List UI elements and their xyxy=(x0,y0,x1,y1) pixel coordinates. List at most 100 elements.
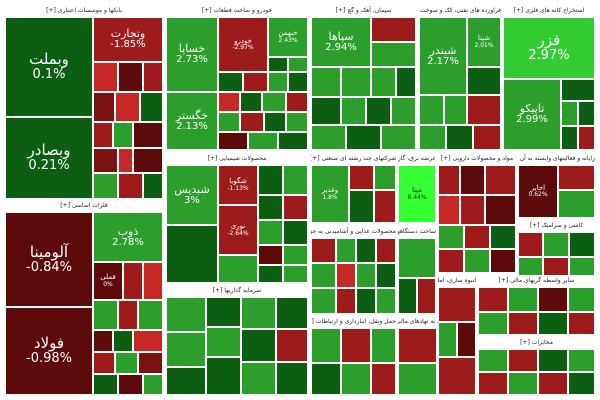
tile-foolad[interactable]: فولاد -0.98% xyxy=(5,307,93,395)
tile-shebandar[interactable]: شبندر 2.17% xyxy=(419,17,467,95)
tile-small[interactable] xyxy=(341,97,366,125)
tile-small[interactable] xyxy=(578,101,595,126)
tile-small[interactable] xyxy=(398,238,436,278)
tile-small[interactable] xyxy=(241,362,276,395)
tile-small[interactable] xyxy=(311,363,341,395)
tile-small[interactable] xyxy=(417,278,436,314)
tile-small[interactable] xyxy=(143,262,163,300)
tile-small[interactable] xyxy=(356,263,376,288)
sector-infra[interactable]: انبوه سازی، املاک و مستغلات [+] xyxy=(438,275,476,395)
tile-small[interactable] xyxy=(264,112,286,132)
tile-small[interactable] xyxy=(206,357,241,395)
tile-small[interactable] xyxy=(341,67,371,97)
tile-small[interactable] xyxy=(143,62,163,92)
tile-small[interactable] xyxy=(438,357,476,395)
tile-small[interactable] xyxy=(133,122,163,148)
tile-small[interactable] xyxy=(143,374,163,395)
tile-small[interactable] xyxy=(349,165,374,190)
tile-small[interactable] xyxy=(478,312,508,335)
tile-small[interactable] xyxy=(438,165,460,195)
tile-small[interactable] xyxy=(396,67,416,97)
tile-small[interactable] xyxy=(93,330,113,352)
tile-small[interactable] xyxy=(288,72,308,92)
tile-small[interactable] xyxy=(569,232,595,257)
tile-small[interactable] xyxy=(311,288,336,314)
tile-akhaber[interactable]: اخابر 0.62% xyxy=(518,165,558,218)
tile-small[interactable] xyxy=(286,112,308,132)
tile-small[interactable] xyxy=(419,95,444,125)
tile-small[interactable] xyxy=(218,255,258,283)
tile-small[interactable] xyxy=(538,312,568,335)
tile-shabdis[interactable]: شبدیس 3% xyxy=(166,165,218,225)
tile-small[interactable] xyxy=(218,92,240,112)
tile-small[interactable] xyxy=(391,97,416,125)
tile-small[interactable] xyxy=(508,312,538,335)
tile-small[interactable] xyxy=(543,232,569,257)
tile-small[interactable] xyxy=(311,97,341,125)
tile-small[interactable] xyxy=(93,374,118,395)
tile-foram[interactable]: فزر 2.97% xyxy=(503,17,595,79)
tile-small[interactable] xyxy=(438,225,464,249)
tile-small[interactable] xyxy=(349,190,374,223)
tile-small[interactable] xyxy=(133,148,163,173)
tile-small[interactable] xyxy=(166,225,218,283)
tile-small[interactable] xyxy=(262,92,286,112)
tile-small[interactable] xyxy=(371,67,396,97)
tile-small[interactable] xyxy=(467,67,501,95)
tile-small[interactable] xyxy=(288,57,308,72)
tile-small[interactable] xyxy=(371,363,396,395)
tile-vpasar[interactable]: وبصادر 0.21% xyxy=(5,117,93,199)
tile-khgostar[interactable]: خگستر 2.13% xyxy=(166,92,218,150)
tile-small[interactable] xyxy=(398,278,417,314)
tile-small[interactable] xyxy=(478,349,508,372)
sector-pharma[interactable]: مواد و محصولات دارویی [+] xyxy=(438,153,516,273)
tile-small[interactable] xyxy=(118,173,143,199)
tile-small[interactable] xyxy=(258,195,283,220)
tile-small[interactable] xyxy=(93,148,118,173)
tile-small[interactable] xyxy=(166,367,206,395)
tile-small[interactable] xyxy=(467,95,501,125)
tile-small[interactable] xyxy=(311,125,346,150)
tile-tapico[interactable]: تاپیکو 2.99% xyxy=(503,79,561,150)
tile-small[interactable] xyxy=(118,148,133,173)
tile-small[interactable] xyxy=(138,352,163,374)
tile-small[interactable] xyxy=(93,352,115,374)
tile-small[interactable] xyxy=(371,17,416,42)
tile-small[interactable] xyxy=(258,265,283,283)
tile-small[interactable] xyxy=(258,245,283,265)
tile-small[interactable] xyxy=(115,352,138,374)
tile-small[interactable] xyxy=(341,328,371,363)
tile-shegoya[interactable]: شگویا -1.13% xyxy=(218,165,258,205)
tile-small[interactable] xyxy=(538,287,568,312)
tile-small[interactable] xyxy=(113,330,133,352)
tile-small[interactable] xyxy=(241,297,276,329)
sector-chemical[interactable]: محصولات شیمیایی [+] شبدیس 3% شگویا -1.13… xyxy=(166,153,308,283)
tile-small[interactable] xyxy=(118,300,138,330)
tile-small[interactable] xyxy=(93,300,118,330)
sector-mining[interactable]: استخراج کانه های فلزی [+] فزر 2.97% تاپی… xyxy=(503,5,595,150)
tile-small[interactable] xyxy=(258,165,283,195)
tile-khodro[interactable]: خودرو -2.97% xyxy=(218,17,268,72)
tile-small[interactable] xyxy=(336,263,356,288)
tile-small[interactable] xyxy=(341,363,371,395)
tile-small[interactable] xyxy=(561,126,578,150)
tile-small[interactable] xyxy=(241,329,276,362)
tile-vaghadir[interactable]: وغدیر 1.8% xyxy=(311,165,349,223)
tile-small[interactable] xyxy=(374,165,396,190)
tile-small[interactable] xyxy=(283,220,308,245)
tile-small[interactable] xyxy=(123,262,143,300)
tile-small[interactable] xyxy=(381,125,416,150)
tile-small[interactable] xyxy=(93,92,115,122)
tile-small[interactable] xyxy=(446,125,473,150)
sector-invest[interactable]: سرمایه گذاریها [+] xyxy=(166,285,308,395)
tile-small[interactable] xyxy=(438,287,476,322)
tile-small[interactable] xyxy=(283,195,308,220)
tile-small[interactable] xyxy=(444,95,467,125)
tile-small[interactable] xyxy=(508,349,538,372)
sector-telecom[interactable]: رایانه و فعالیتهای وابسته به آن [+] اخاب… xyxy=(518,153,595,218)
tile-small[interactable] xyxy=(478,287,508,312)
sector-food[interactable]: محصولات غذایی و آشامیدنی به جز [+] xyxy=(311,226,396,314)
sector-multi[interactable]: شرکتهای چند رشته ای صنعتی [+] وغدیر 1.8% xyxy=(311,153,396,223)
tile-small[interactable] xyxy=(490,225,516,249)
tile-small[interactable] xyxy=(283,265,308,283)
